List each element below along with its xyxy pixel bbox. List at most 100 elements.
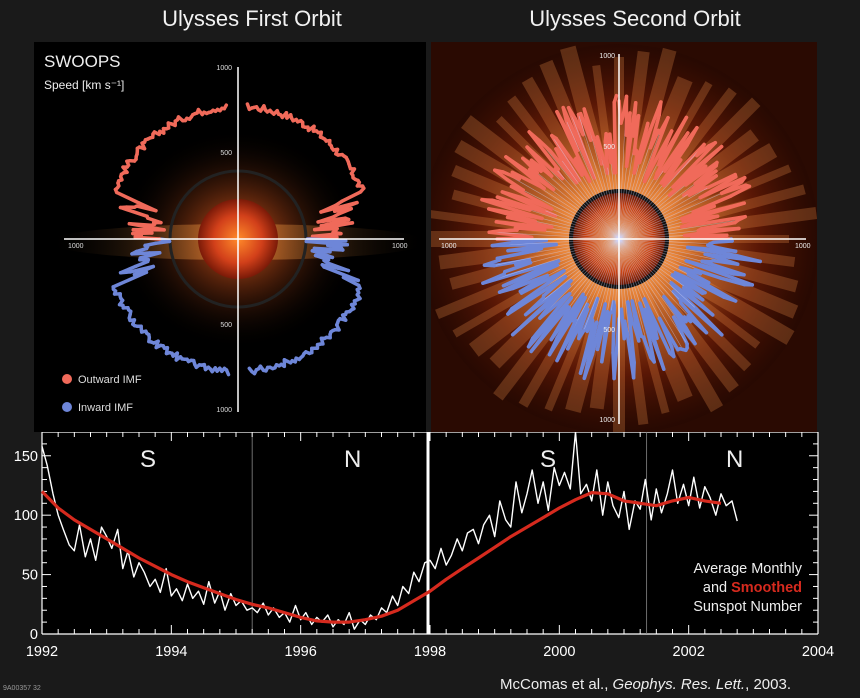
speed-spoke <box>618 186 709 240</box>
speed-segment <box>310 249 325 256</box>
speed-spoke <box>618 221 684 240</box>
legend-line-2-prefix: and <box>702 580 728 596</box>
speed-segment <box>527 130 541 143</box>
speed-segment <box>685 125 699 148</box>
speed-spoke <box>618 223 691 240</box>
speed-segment <box>582 107 596 140</box>
speed-spoke <box>618 238 697 309</box>
speed-segment <box>637 127 653 165</box>
citation: McComas et al., Geophys. Res. Lett., 200… <box>500 676 791 693</box>
speed-spoke <box>541 218 620 240</box>
speed-segment <box>671 168 694 189</box>
speed-segment <box>711 239 734 245</box>
speed-segment <box>498 228 519 233</box>
speed-segment <box>340 190 363 203</box>
legend-inward: Inward IMF <box>62 402 133 414</box>
speed-spoke <box>618 162 640 240</box>
legend-inward-label: Inward IMF <box>78 402 134 414</box>
speed-segment <box>128 264 156 274</box>
chart-axes: 1992 1994 1996 1998 2000 2002 2004 0 50 100 150 <box>14 432 834 660</box>
x-tick-label: 1996 <box>285 644 317 660</box>
speed-segment <box>695 144 711 158</box>
legend-smoothed-label: Smoothed <box>731 580 802 596</box>
speed-segment <box>603 139 610 168</box>
speed-segment <box>531 177 546 191</box>
speed-segment <box>337 206 353 216</box>
y-tick-label: 0 <box>30 627 38 643</box>
speed-spoke <box>523 189 620 240</box>
legend-line-3: Sunspot Number <box>693 599 802 615</box>
speed-spoke <box>618 184 686 240</box>
speed-segment <box>632 323 641 343</box>
speed-segment <box>134 246 149 254</box>
second-orbit-polar-panel: 1000 500 500 1000 1000 1000 <box>431 42 817 432</box>
speed-segment <box>728 184 752 198</box>
speed-spoke <box>618 238 687 270</box>
speed-spoke <box>618 238 688 345</box>
speed-spoke <box>596 238 620 323</box>
speed-segment <box>553 279 573 295</box>
first-orbit-polar-plot: 1000 500 500 1000 1000 1000 <box>48 65 426 414</box>
speed-segment <box>657 316 674 349</box>
speed-segment <box>684 259 755 287</box>
speed-segment <box>222 103 229 111</box>
speed-spoke <box>568 107 620 240</box>
speed-segment <box>538 161 554 178</box>
speed-spoke <box>611 238 620 313</box>
speed-segment <box>641 335 653 360</box>
speed-segment <box>555 318 578 363</box>
chart-legend: Average Monthly and Smoothed Sunspot Num… <box>650 560 802 617</box>
legend-outward-label: Outward IMF <box>78 374 142 386</box>
speed-spoke <box>565 120 620 240</box>
speed-spoke <box>530 238 620 263</box>
speed-segment <box>118 264 138 275</box>
speed-spoke <box>535 220 620 240</box>
speed-spoke <box>607 165 620 240</box>
speed-spoke <box>543 209 620 240</box>
speed-segment <box>127 221 154 228</box>
speed-spoke <box>618 178 669 240</box>
speed-segment <box>632 113 641 156</box>
speed-segment <box>611 304 617 355</box>
region-label-north-1: N <box>344 446 362 473</box>
speed-segment <box>530 291 572 341</box>
speed-segment <box>611 351 616 381</box>
speed-segment <box>681 215 708 224</box>
region-label-north-2: N <box>726 446 744 473</box>
speed-segment <box>326 243 344 250</box>
tick-label-500-top: 500 <box>220 150 232 157</box>
speed-spoke <box>618 238 689 317</box>
speed-segment <box>538 304 552 320</box>
speed-spoke <box>618 218 682 240</box>
speed-segment <box>671 289 724 337</box>
speed-segment <box>523 296 545 317</box>
speed-spoke <box>551 135 620 240</box>
speed-segment <box>642 297 657 330</box>
legend-outward: Outward IMF <box>62 374 142 386</box>
speed-spoke <box>547 238 620 276</box>
speed-spoke <box>589 181 620 240</box>
speed-spoke <box>618 172 658 240</box>
tick-label-bottom: 1000 <box>216 407 232 414</box>
speed-spoke <box>556 238 620 285</box>
speed-unit-label: Speed [km s⁻¹] <box>44 78 125 92</box>
series-line-smoothed <box>40 490 722 624</box>
speed-spoke <box>502 171 620 240</box>
tick-label-500-top: 500 <box>603 144 615 151</box>
speed-segment <box>688 214 720 226</box>
speed-segment <box>505 177 525 192</box>
instrument-label: SWOOPS <box>44 52 121 71</box>
x-tick-label: 2002 <box>673 644 705 660</box>
speed-spoke <box>569 238 620 308</box>
speed-segment <box>626 300 636 365</box>
speed-spoke <box>610 162 620 240</box>
x-tick-label: 1992 <box>26 644 58 660</box>
speed-segment <box>697 226 741 236</box>
speed-segment <box>679 214 747 229</box>
speed-segment <box>731 272 746 277</box>
speed-spoke <box>583 238 620 331</box>
speed-spoke <box>618 144 705 240</box>
speed-segment <box>133 259 150 269</box>
speed-spoke <box>618 183 696 240</box>
speed-segment <box>612 100 618 175</box>
